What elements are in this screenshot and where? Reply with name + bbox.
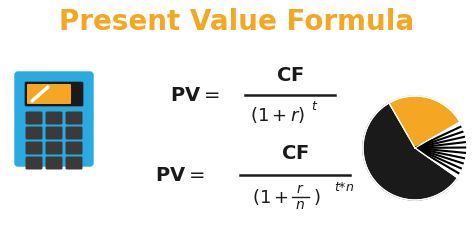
- FancyBboxPatch shape: [26, 127, 43, 139]
- Polygon shape: [415, 122, 467, 178]
- Text: $\mathbf{PV} =$: $\mathbf{PV} =$: [170, 86, 219, 104]
- Polygon shape: [389, 96, 460, 148]
- Bar: [71, 86, 79, 94]
- FancyBboxPatch shape: [15, 72, 93, 166]
- Text: $(1 +$: $(1 +$: [252, 187, 289, 207]
- FancyBboxPatch shape: [27, 84, 71, 104]
- FancyBboxPatch shape: [25, 82, 83, 106]
- Text: $\mathbf{PV} =$: $\mathbf{PV} =$: [155, 165, 205, 184]
- Polygon shape: [363, 103, 457, 200]
- FancyBboxPatch shape: [65, 156, 82, 170]
- Text: $\mathbf{CF}$: $\mathbf{CF}$: [281, 144, 309, 163]
- Text: $)$: $)$: [313, 187, 320, 207]
- Text: $(1 + r)$: $(1 + r)$: [250, 105, 306, 125]
- Text: $\mathbf{CF}$: $\mathbf{CF}$: [276, 66, 304, 85]
- FancyBboxPatch shape: [46, 127, 63, 139]
- FancyBboxPatch shape: [65, 112, 82, 124]
- FancyBboxPatch shape: [46, 112, 63, 124]
- FancyBboxPatch shape: [46, 141, 63, 155]
- Text: Present Value Formula: Present Value Formula: [59, 8, 415, 36]
- Text: $n$: $n$: [295, 198, 305, 212]
- Text: $t{*}n$: $t{*}n$: [334, 181, 354, 193]
- Text: $t$: $t$: [311, 99, 319, 113]
- Text: $r$: $r$: [296, 182, 304, 196]
- FancyBboxPatch shape: [46, 156, 63, 170]
- FancyBboxPatch shape: [26, 112, 43, 124]
- FancyBboxPatch shape: [65, 127, 82, 139]
- FancyBboxPatch shape: [26, 156, 43, 170]
- FancyBboxPatch shape: [26, 141, 43, 155]
- FancyBboxPatch shape: [65, 141, 82, 155]
